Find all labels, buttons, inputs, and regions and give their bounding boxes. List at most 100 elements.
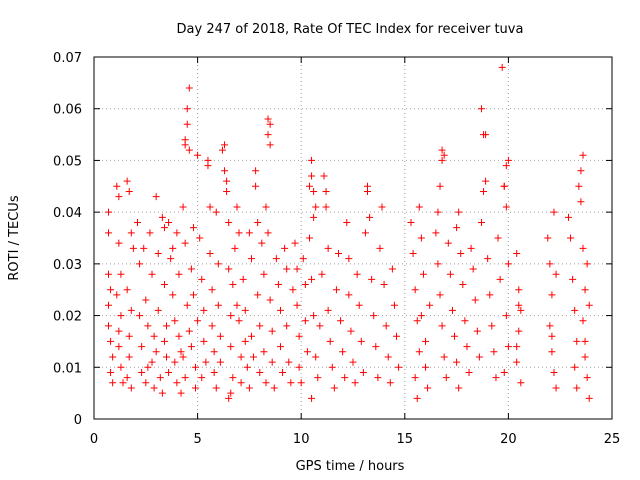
- data-point: [436, 182, 444, 190]
- data-point: [262, 203, 270, 211]
- data-point: [237, 353, 245, 361]
- data-point: [413, 317, 421, 325]
- data-point: [241, 337, 249, 345]
- data-point: [548, 332, 556, 340]
- data-point: [502, 312, 510, 320]
- data-point: [115, 327, 123, 335]
- data-point: [339, 348, 347, 356]
- data-point: [187, 265, 195, 273]
- data-point: [163, 322, 171, 330]
- data-point: [293, 301, 301, 309]
- data-point: [299, 255, 307, 263]
- data-point: [260, 348, 268, 356]
- data-point: [233, 203, 241, 211]
- data-point: [334, 250, 342, 258]
- data-point: [357, 337, 365, 345]
- data-point: [434, 208, 442, 216]
- data-point: [223, 187, 231, 195]
- data-point: [390, 301, 398, 309]
- data-point: [585, 394, 593, 402]
- data-point: [419, 270, 427, 278]
- data-point: [361, 229, 369, 237]
- data-point: [579, 317, 587, 325]
- data-point: [571, 306, 579, 314]
- data-point: [567, 234, 575, 242]
- data-point: [127, 306, 135, 314]
- data-point: [305, 234, 313, 242]
- data-point: [436, 291, 444, 299]
- y-tick-label: 0.03: [53, 258, 82, 273]
- data-point: [142, 379, 150, 387]
- data-point: [355, 301, 363, 309]
- data-point: [552, 384, 560, 392]
- data-point: [264, 229, 272, 237]
- data-point: [477, 105, 485, 113]
- data-point: [119, 379, 127, 387]
- data-point: [117, 270, 125, 278]
- data-point: [150, 384, 158, 392]
- data-point: [115, 193, 123, 201]
- data-point: [548, 348, 556, 356]
- data-point: [154, 306, 162, 314]
- data-point: [214, 301, 222, 309]
- data-point: [225, 265, 233, 273]
- data-point: [544, 234, 552, 242]
- data-point: [175, 332, 183, 340]
- data-point: [113, 291, 121, 299]
- data-point: [579, 151, 587, 159]
- data-point: [281, 244, 289, 252]
- data-point: [341, 374, 349, 382]
- data-point: [160, 337, 168, 345]
- data-point: [308, 394, 316, 402]
- data-point: [179, 353, 187, 361]
- data-point: [175, 270, 183, 278]
- data-point: [140, 244, 148, 252]
- data-point: [444, 239, 452, 247]
- data-point: [432, 229, 440, 237]
- data-point: [301, 317, 309, 325]
- data-point: [136, 260, 144, 268]
- data-point: [183, 120, 191, 128]
- x-tick-label: 0: [90, 432, 98, 447]
- data-point: [504, 343, 512, 351]
- data-point: [260, 270, 268, 278]
- data-point: [407, 218, 415, 226]
- data-point: [337, 317, 345, 325]
- data-point: [413, 394, 421, 402]
- data-point: [581, 353, 589, 361]
- data-point: [515, 286, 523, 294]
- data-point: [156, 374, 164, 382]
- data-point: [229, 374, 237, 382]
- data-point: [417, 234, 425, 242]
- data-point: [318, 270, 326, 278]
- y-axis-label: ROTI / TECUs: [7, 195, 22, 280]
- data-point: [109, 379, 117, 387]
- data-point: [312, 353, 320, 361]
- data-point: [192, 384, 200, 392]
- data-point: [303, 348, 311, 356]
- data-point: [208, 286, 216, 294]
- data-point: [117, 363, 125, 371]
- data-point: [125, 187, 133, 195]
- data-point: [285, 358, 293, 366]
- data-point: [457, 250, 465, 258]
- data-point: [500, 368, 508, 376]
- data-point: [268, 327, 276, 335]
- data-point: [264, 115, 272, 123]
- data-point: [484, 255, 492, 263]
- data-point: [388, 265, 396, 273]
- data-point: [105, 229, 113, 237]
- y-tick-label: 0.05: [53, 154, 82, 169]
- data-point: [376, 244, 384, 252]
- data-point: [229, 281, 237, 289]
- data-point: [212, 208, 220, 216]
- data-point: [105, 208, 113, 216]
- data-point: [146, 229, 154, 237]
- x-tick-label: 20: [500, 432, 517, 447]
- data-point: [163, 353, 171, 361]
- data-point: [517, 306, 525, 314]
- data-point: [386, 379, 394, 387]
- data-point: [316, 322, 324, 330]
- data-point: [411, 286, 419, 294]
